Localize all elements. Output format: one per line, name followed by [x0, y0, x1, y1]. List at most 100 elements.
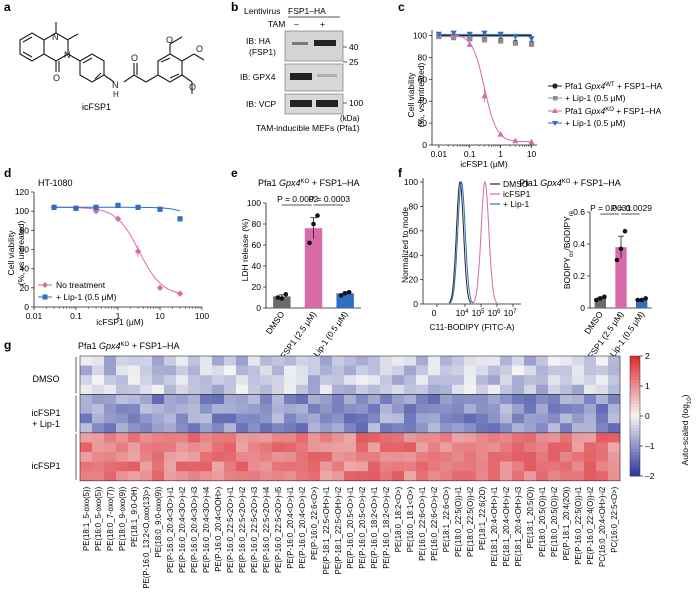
heatmap-cell	[260, 394, 273, 405]
heatmap-cell	[176, 442, 189, 453]
panel-f-legend: DMSO icFSP1 + Lip-1	[490, 179, 531, 209]
heatmap-cell	[440, 432, 453, 443]
band-gpx4-plus	[317, 74, 337, 77]
heatmap-cell	[476, 413, 489, 424]
heatmap-cell	[212, 394, 225, 405]
plot-d-point	[114, 215, 122, 223]
heatmap-cell	[356, 356, 369, 366]
heatmap-cell	[128, 384, 141, 395]
heatmap-cell	[536, 452, 549, 462]
mw-100: 100	[349, 98, 363, 108]
hist-xtick-label: 105	[472, 308, 485, 318]
heatmap-cell	[236, 442, 249, 453]
heatmap-cell	[200, 413, 213, 424]
heatmap-cell	[344, 461, 357, 472]
plot-e-ytick-label: 20	[252, 282, 262, 292]
heatmap-cell	[152, 413, 165, 424]
heatmap-cell	[536, 432, 549, 443]
heatmap-cell	[128, 461, 141, 472]
hist-curve-dmso	[448, 180, 472, 304]
heatmap-cell	[164, 375, 177, 386]
heatmap-cell	[572, 461, 585, 472]
atom-o2: O	[131, 53, 138, 63]
plot-c-point	[512, 33, 519, 40]
heatmap-cell	[512, 356, 525, 366]
heatmap-cell	[560, 423, 573, 434]
heatmap-cell	[428, 384, 441, 395]
heatmap-cell	[392, 356, 405, 366]
plot-d-point	[93, 204, 99, 210]
heatmap-cell	[260, 461, 273, 472]
heatmap-cell	[392, 471, 405, 482]
plot-d-xtick-label: 0.1	[70, 311, 82, 321]
heatmap-cell	[356, 471, 369, 482]
heatmap-cell	[284, 423, 297, 434]
panel-letter-d: d	[4, 166, 11, 180]
heatmap-cell	[548, 452, 561, 462]
heatmap-cell	[608, 461, 621, 472]
heatmap-cell	[512, 375, 525, 386]
heatmap-cell	[236, 423, 249, 434]
blot-caption: TAM-inducible MEFs (Pfa1)	[256, 123, 360, 133]
heatmap-cell	[524, 452, 537, 462]
heatmap-cell	[416, 471, 429, 482]
heatmap-cell	[536, 384, 549, 395]
heatmap-cell	[332, 394, 345, 405]
heatmap-cell	[80, 413, 93, 424]
heatmap-cell	[596, 471, 609, 482]
heatmap-cell	[248, 452, 261, 462]
heatmap-cell	[248, 413, 261, 424]
colorbar-segment	[630, 356, 640, 360]
heatmap-cell	[332, 471, 345, 482]
heatmap-cell	[536, 365, 549, 376]
heatmap-cell	[500, 442, 513, 453]
heatmap-cell	[248, 423, 261, 434]
heatmap-cell	[212, 471, 225, 482]
heatmap-cell	[548, 375, 561, 386]
heatmap-cell	[392, 461, 405, 472]
heatmap-cell	[308, 432, 321, 443]
heatmap-cell	[224, 375, 237, 386]
heatmap-cell	[296, 432, 309, 443]
plot-d-xtick-label: 1	[116, 311, 121, 321]
heatmap-cell	[200, 394, 213, 405]
heatmap-cell	[104, 452, 117, 462]
heatmap-cell	[488, 432, 501, 443]
heatmap-cell	[248, 432, 261, 443]
blot-minus: –	[294, 19, 299, 29]
plot-f-bar-pvalue-1: P = 0.0029	[611, 203, 652, 213]
heatmap-cell	[80, 375, 93, 386]
heatmap-cell	[608, 394, 621, 405]
heatmap-cell	[452, 394, 465, 405]
heatmap-cell	[128, 356, 141, 366]
heatmap-cell	[320, 404, 333, 414]
heatmap-cell	[308, 375, 321, 386]
heatmap-cell	[608, 471, 621, 482]
heatmap-cell	[596, 432, 609, 443]
heatmap-cell	[284, 413, 297, 424]
panel-letter-c: c	[398, 0, 405, 14]
plot-e-dot	[311, 221, 316, 227]
heatmap-cell	[140, 384, 153, 395]
heatmap-cell	[536, 442, 549, 453]
heatmap-cell	[428, 471, 441, 482]
heatmap-cell	[464, 442, 477, 453]
heatmap-cell	[356, 452, 369, 462]
heatmap-cell	[368, 452, 381, 462]
heatmap-cell	[596, 384, 609, 395]
plot-e-pvalue-1: P = 0.0003	[309, 194, 350, 204]
heatmap-cell	[152, 404, 165, 414]
heatmap-cell	[392, 384, 405, 395]
heatmap-cell	[572, 452, 585, 462]
plot-c-xtick-label: 10	[527, 149, 537, 159]
heatmap-cell	[224, 413, 237, 424]
heatmap-cell	[560, 452, 573, 462]
heatmap-cell	[476, 452, 489, 462]
band-vcp-plus	[316, 100, 338, 107]
legend-c-text-3: Pfa1 Gpx4KO + FSP1–HA	[565, 106, 662, 116]
colorbar-tick-label: –1	[645, 441, 655, 451]
heatmap-cell	[428, 356, 441, 366]
heatmap-col-label: PE(18:1_20:5(O))	[526, 486, 535, 548]
heatmap-col-label: PE(18:0_9:0-oxo(9))	[154, 486, 163, 557]
